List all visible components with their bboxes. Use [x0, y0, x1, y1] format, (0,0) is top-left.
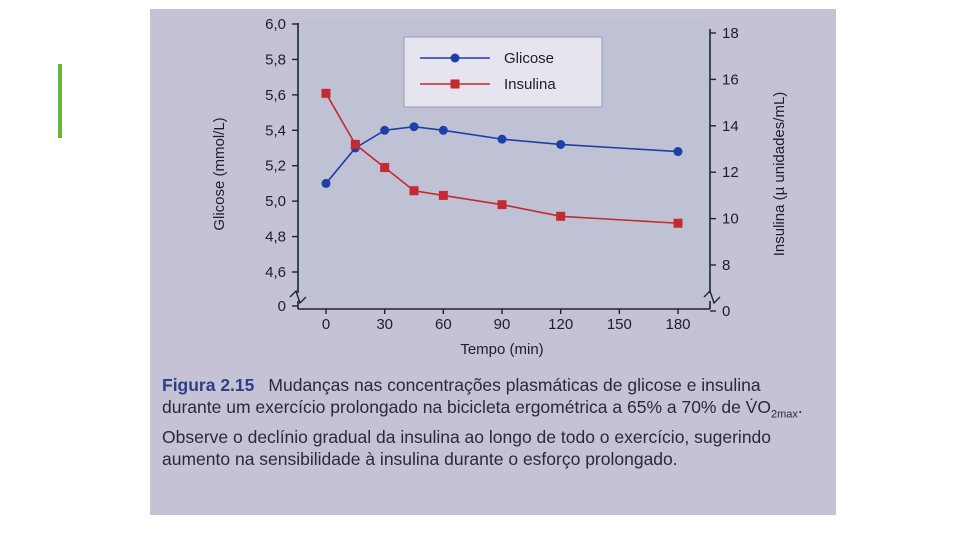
slide-accent-bar [58, 64, 62, 138]
series-line-glicose [325, 125, 679, 184]
left-tick-label: 5,0 [265, 193, 286, 210]
x-tick-label: 0 [322, 316, 330, 333]
x-tick-label: 120 [548, 316, 573, 333]
left-tick-label: 5,6 [265, 87, 286, 104]
figure-label: Figura 2.15 [162, 375, 255, 395]
insulina-point [321, 88, 331, 98]
caption-subscript: 2max [770, 408, 798, 421]
series-line-insulina [325, 92, 679, 225]
glicose-point [409, 122, 419, 132]
left-tick-label: 5,4 [265, 122, 286, 139]
glicose-point [321, 178, 331, 188]
legend: Glicose Insulina [403, 36, 603, 108]
right-axis-break [703, 289, 721, 305]
caption-text-after: . Observe o declínio gradual da insulina… [162, 397, 803, 469]
right-tick-label: 18 [722, 25, 739, 42]
series-markers [321, 88, 683, 228]
legend-marker-glicose [450, 53, 460, 63]
left-tick-label: 0 [278, 298, 286, 315]
legend-label-glicose: Glicose [504, 50, 554, 67]
left-axis-break [289, 289, 307, 305]
x-tick-label: 30 [376, 316, 393, 333]
left-tick-label: 6,0 [265, 16, 286, 33]
right-tick-label: 14 [722, 118, 739, 135]
insulina-point [409, 186, 419, 196]
right-tick-label: 16 [722, 71, 739, 88]
insulina-point [497, 200, 507, 210]
insulina-point [380, 163, 390, 173]
insulina-point [350, 139, 360, 149]
left-tick-label: 4,6 [265, 264, 286, 281]
legend-label-insulina: Insulina [504, 76, 556, 93]
insulina-point [556, 211, 566, 221]
right-tick-label: 10 [722, 211, 739, 228]
right-axis-title: Insulina (µ unidades/mL) [771, 92, 788, 257]
x-tick-label: 90 [494, 316, 511, 333]
figure-caption: Figura 2.15 Mudanças nas concentrações pl… [162, 374, 818, 470]
glicose-point [673, 147, 683, 157]
legend-marker-insulina [450, 79, 460, 89]
x-axis-title: Tempo (min) [460, 341, 543, 358]
glicose-point [497, 134, 507, 144]
series-lines [325, 92, 679, 225]
left-axis-title: Glicose (mmol/L) [211, 117, 228, 230]
insulina-point [438, 190, 448, 200]
insulina-point [673, 218, 683, 228]
x-tick-label: 60 [435, 316, 452, 333]
caption-text-before: Mudanças nas concentrações plasmáticas d… [162, 375, 771, 417]
glicose-point [380, 125, 390, 135]
right-tick-label: 12 [722, 164, 739, 181]
right-tick-label: 0 [722, 303, 730, 320]
glicose-point [438, 125, 448, 135]
left-tick-label: 5,8 [265, 51, 286, 68]
figure-photo: 0 4,6 4,8 5,0 5,2 5,4 5,6 5,8 6,0 0 8 10 12 14 16 18 0 30… [150, 9, 836, 515]
glicose-point [556, 139, 566, 149]
left-tick-label: 5,2 [265, 158, 286, 175]
legend-box [403, 36, 603, 108]
x-tick-label: 180 [665, 316, 690, 333]
left-tick-label: 4,8 [265, 229, 286, 246]
right-tick-label: 8 [722, 257, 730, 274]
x-tick-label: 150 [607, 316, 632, 333]
